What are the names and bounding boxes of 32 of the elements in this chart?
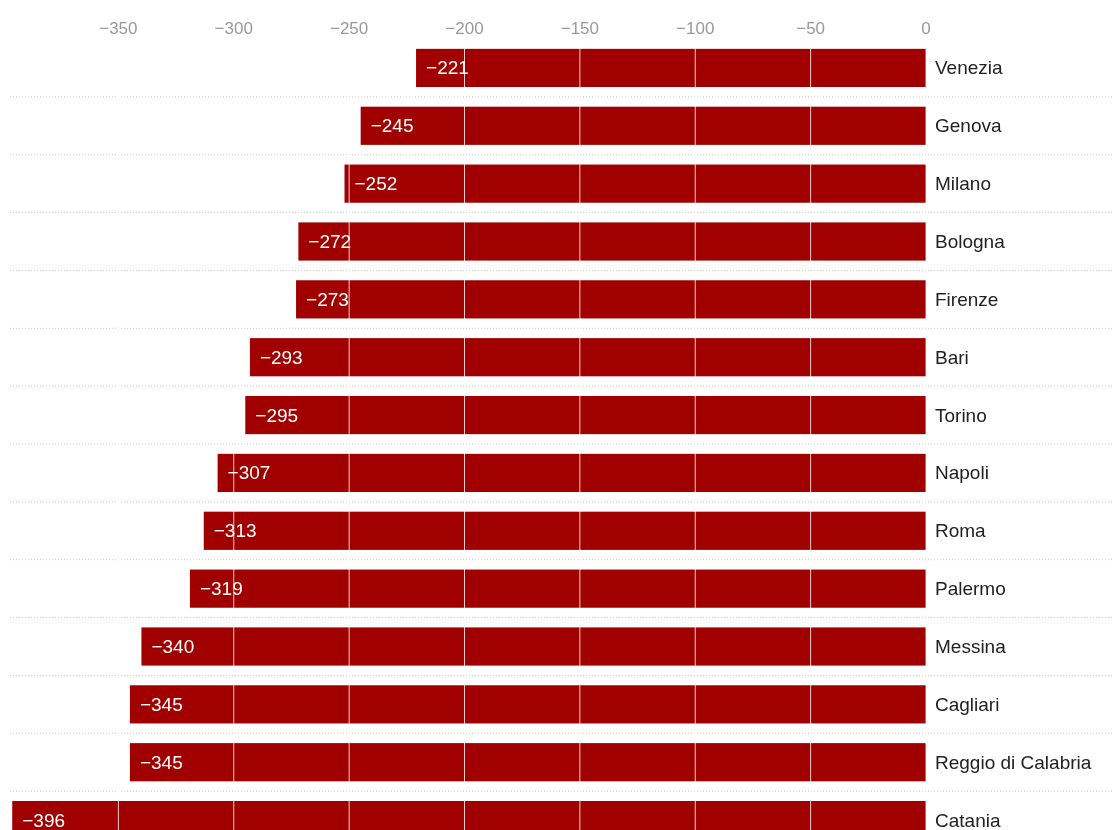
data-label: −295 (255, 404, 299, 426)
data-label: −345 (139, 693, 183, 715)
y-tick-label: Milano (935, 173, 991, 195)
x-tick-label: −150 (560, 19, 600, 38)
data-label: −272 (308, 231, 352, 252)
y-tick-label: Messina (935, 636, 1007, 657)
y-tick-label: Cagliari (935, 693, 1000, 715)
y-tick-label: Torino (935, 404, 987, 426)
x-tick-label: −100 (676, 19, 715, 38)
y-tick-label: Firenze (935, 288, 999, 310)
x-tick-label: −250 (329, 19, 369, 38)
y-tick-label: Reggio di Calabria (935, 751, 1092, 773)
y-tick-label: Bologna (935, 231, 1006, 252)
y-tick-label: Roma (935, 520, 987, 542)
x-tick-label: −300 (214, 19, 253, 38)
y-tick-label: Napoli (935, 462, 989, 484)
data-label: −345 (139, 751, 183, 773)
data-label: −340 (151, 636, 195, 657)
y-tick-label: Genova (935, 115, 1002, 137)
data-label: −396 (22, 809, 66, 830)
data-label: −273 (306, 288, 349, 310)
data-label: −245 (370, 115, 414, 137)
y-tick-label: Catania (935, 809, 1001, 830)
data-label: −252 (354, 173, 398, 195)
data-label: −293 (259, 346, 303, 368)
x-tick-label: −350 (99, 19, 138, 38)
y-tick-label: Palermo (935, 578, 1006, 600)
x-tick-label: 0 (921, 19, 931, 38)
y-tick-label: Bari (935, 346, 969, 368)
x-tick-label: −50 (796, 19, 826, 38)
y-tick-label: Venezia (935, 57, 1004, 79)
x-tick-label: −200 (445, 19, 484, 38)
